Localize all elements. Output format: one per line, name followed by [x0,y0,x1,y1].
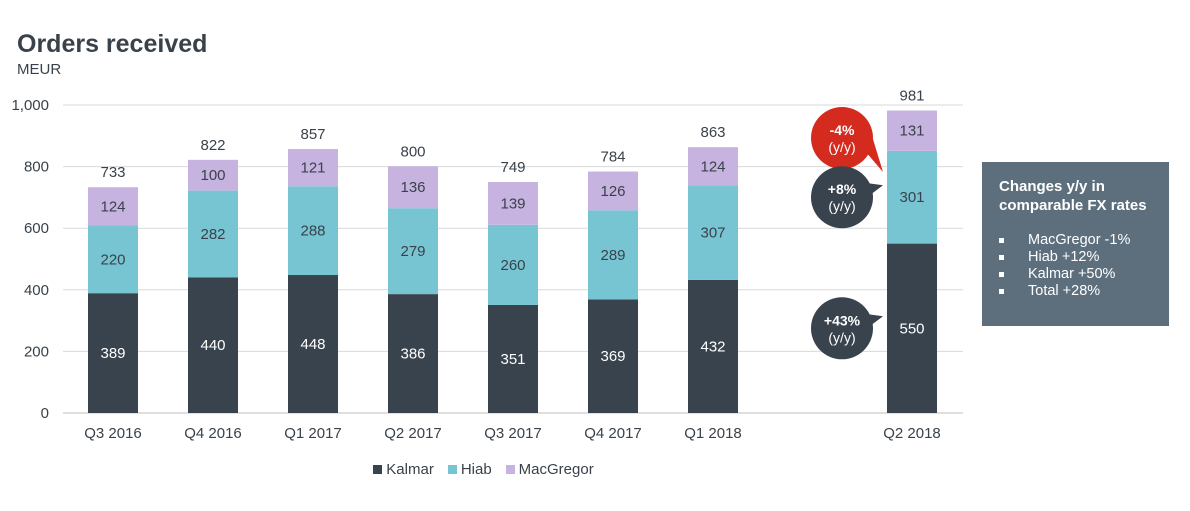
chart-title: Orders received [17,30,208,58]
bar-kalmar [288,275,338,413]
callout-value-kalmar: +43% [824,312,861,328]
callout-bubble-hiab [811,166,873,229]
y-tick-label: 600 [24,220,49,237]
total-label: 749 [500,159,525,176]
callout-note-macgregor: (y/y) [828,139,855,155]
data-label-kalmar: 386 [400,346,425,363]
data-label-hiab: 289 [600,247,625,264]
data-label-hiab: 220 [100,251,125,268]
legend-swatch-macgregor [505,465,515,474]
bar-kalmar [188,277,238,413]
total-label: 822 [200,137,225,154]
bar-macgregor [88,187,138,226]
data-label-macgregor: 121 [300,160,325,177]
y-tick-label: 800 [24,159,49,176]
data-label-hiab: 307 [700,225,725,242]
bar-hiab [588,210,638,300]
info-item-macgregor: MacGregor -1% [999,232,1159,248]
fx-changes-info-box: Changes y/y in comparable FX rates MacGr… [982,162,1169,326]
bar-hiab [388,208,438,295]
callout-value-macgregor: -4% [830,122,855,138]
info-box-title: Changes y/y in comparable FX rates [999,178,1147,214]
legend-item-kalmar: Kalmar [373,461,434,478]
bar-macgregor [388,166,438,209]
total-label: 981 [899,88,924,105]
legend-label-kalmar: Kalmar [386,461,434,478]
bar-macgregor [588,171,638,211]
data-label-hiab: 282 [200,226,225,243]
chart-unit-label: MEUR [17,61,62,78]
y-tick-label: 1,000 [11,97,49,114]
bar-macgregor [887,110,937,151]
bar-kalmar [688,279,738,413]
y-tick-label: 200 [24,343,49,360]
bar-macgregor [688,147,738,186]
callout-bubble-macgregor [811,107,873,169]
y-tick-label: 0 [41,405,49,422]
data-label-hiab: 301 [899,189,924,206]
legend-item-hiab: Hiab [447,461,492,478]
data-label-kalmar: 351 [500,351,525,368]
callout-note-hiab: (y/y) [828,198,855,214]
data-label-macgregor: 124 [700,158,725,175]
total-label: 784 [600,149,625,166]
total-label: 733 [100,164,125,181]
x-tick-label: Q4 2017 [584,425,642,442]
bar-kalmar [588,299,638,413]
bar-hiab [88,225,138,294]
chart-legend: Kalmar Hiab MacGregor [0,461,967,478]
info-item-hiab: Hiab +12% [999,249,1159,265]
data-label-kalmar: 550 [899,320,924,337]
y-tick-label: 400 [24,282,49,299]
x-tick-label: Q2 2018 [883,425,941,442]
x-tick-label: Q1 2018 [684,425,742,442]
legend-swatch-hiab [447,465,457,474]
x-tick-label: Q3 2016 [84,425,142,442]
bar-kalmar [88,293,138,413]
bar-kalmar [488,304,538,413]
data-label-hiab: 260 [500,257,525,274]
info-item-kalmar: Kalmar +50% [999,266,1159,282]
info-item-total: Total +28% [999,283,1159,299]
data-label-macgregor: 136 [400,179,425,196]
legend-label-hiab: Hiab [460,461,492,478]
legend-label-macgregor: MacGregor [518,461,594,478]
bar-hiab [188,190,238,278]
data-label-kalmar: 432 [700,338,725,355]
bar-hiab [288,186,338,276]
bar-hiab [887,150,937,244]
data-label-macgregor: 139 [500,195,525,212]
data-label-kalmar: 369 [600,348,625,365]
bar-kalmar [887,243,937,413]
total-label: 857 [300,126,325,143]
info-box-list: MacGregor -1% Hiab +12% Kalmar +50% Tota… [999,232,1159,299]
data-label-macgregor: 100 [200,167,225,184]
data-label-macgregor: 131 [899,123,924,140]
bar-hiab [688,185,738,280]
legend-item-macgregor: MacGregor [505,461,594,478]
data-label-kalmar: 448 [300,336,325,353]
bar-hiab [488,224,538,305]
data-label-macgregor: 124 [100,198,125,215]
legend-swatch-kalmar [373,465,383,474]
total-label: 863 [700,124,725,141]
data-label-kalmar: 389 [100,345,125,362]
data-label-macgregor: 126 [600,183,625,200]
bar-macgregor [288,149,338,187]
callout-value-hiab: +8% [828,181,857,197]
bar-macgregor [488,182,538,225]
x-tick-label: Q2 2017 [384,425,442,442]
x-tick-label: Q4 2016 [184,425,242,442]
data-label-hiab: 288 [300,223,325,240]
bar-macgregor [188,159,238,191]
callout-note-kalmar: (y/y) [828,329,855,345]
total-label: 800 [400,143,425,160]
data-label-kalmar: 440 [200,337,225,354]
bar-kalmar [388,294,438,413]
x-tick-label: Q1 2017 [284,425,342,442]
x-tick-label: Q3 2017 [484,425,542,442]
callout-bubble-kalmar [811,297,873,360]
data-label-hiab: 279 [400,243,425,260]
